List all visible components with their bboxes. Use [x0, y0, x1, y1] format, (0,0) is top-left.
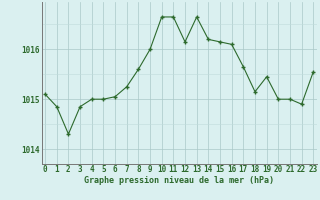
X-axis label: Graphe pression niveau de la mer (hPa): Graphe pression niveau de la mer (hPa) [84, 176, 274, 185]
